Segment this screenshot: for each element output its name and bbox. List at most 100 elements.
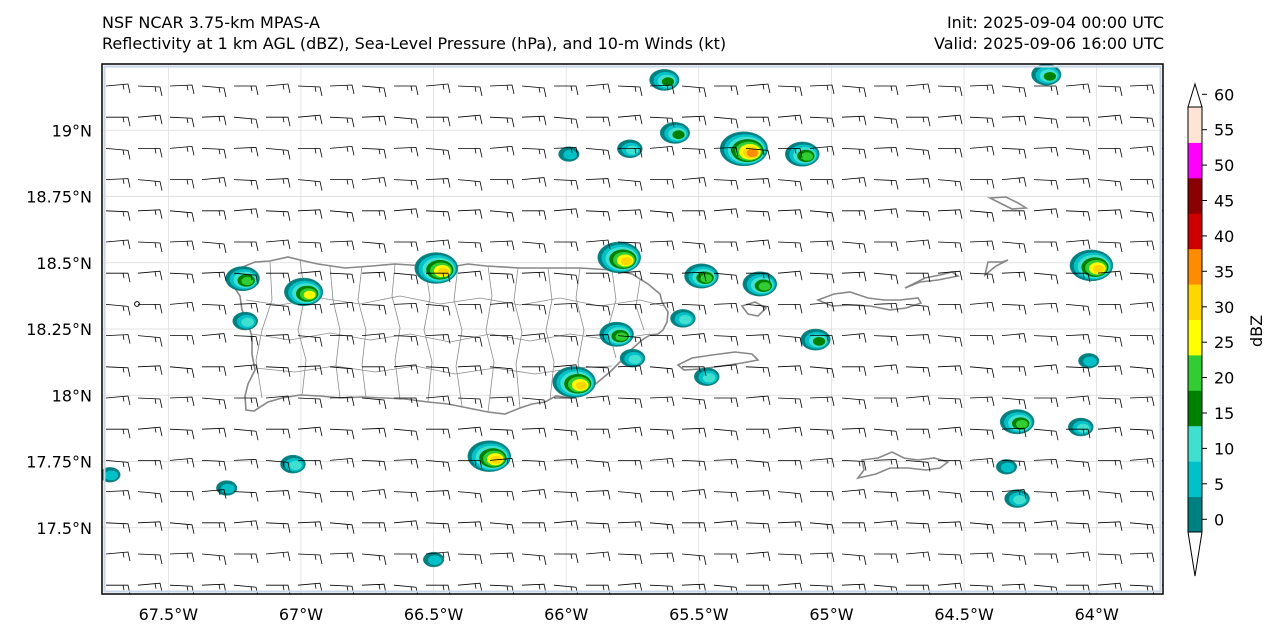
wind-barb <box>649 552 675 563</box>
wind-barb <box>1001 333 1027 343</box>
wind-barb <box>585 395 611 406</box>
wind-barb <box>1097 491 1123 503</box>
wind-barb <box>137 365 163 375</box>
vieques-coast <box>676 351 760 371</box>
wind-barb <box>361 85 387 98</box>
wind-barb <box>298 304 323 314</box>
wind-barb <box>201 304 227 315</box>
wind-barb <box>489 428 515 440</box>
wind-barb <box>809 240 835 251</box>
wind-barb <box>458 304 483 314</box>
wind-barb <box>489 552 515 563</box>
wind-barb <box>713 335 739 346</box>
wind-barb <box>458 148 483 158</box>
wind-barb <box>745 178 771 188</box>
wind-barb <box>841 333 867 343</box>
wind-barb <box>841 304 867 315</box>
wind-barb <box>841 241 867 254</box>
wind-barb <box>329 272 355 284</box>
wind-barb <box>1097 270 1123 281</box>
wind-barb <box>201 85 227 98</box>
cell-contour <box>702 373 716 383</box>
wind-barb <box>137 426 163 437</box>
wind-barb <box>714 397 739 408</box>
wind-barb <box>297 270 323 281</box>
wind-barb <box>809 84 835 95</box>
wind-barb <box>649 366 675 378</box>
wind-barb <box>137 241 163 253</box>
wind-barb <box>969 552 995 563</box>
wind-barb <box>169 145 195 156</box>
wind-barb <box>233 364 259 374</box>
cell-contour <box>1092 264 1105 274</box>
wind-barb <box>233 116 259 129</box>
wind-barb <box>969 522 995 534</box>
wind-barb <box>457 179 483 191</box>
wind-barb <box>1097 365 1123 375</box>
wind-barb <box>777 365 803 375</box>
wind-barb <box>1161 584 1163 586</box>
wind-barb <box>937 582 963 593</box>
wind-barb <box>553 146 579 157</box>
wind-barb <box>105 210 131 221</box>
wind-barb <box>233 208 259 218</box>
wind-barb <box>1001 460 1027 471</box>
wind-barb <box>681 333 707 343</box>
lon-tick-label: 64°W <box>1075 605 1119 624</box>
wind-barb <box>873 458 899 469</box>
wind-barb <box>1129 552 1155 563</box>
wind-barb <box>1033 272 1059 285</box>
wind-barb <box>362 522 387 532</box>
colorbar-segment <box>1188 177 1202 214</box>
wind-barb <box>842 210 867 220</box>
wind-barb <box>297 397 323 409</box>
wind-barb <box>394 553 419 564</box>
wind-barb <box>1129 366 1155 378</box>
wind-barbs <box>105 83 1163 594</box>
fields-title: Reflectivity at 1 km AGL (dBZ), Sea-Leve… <box>102 34 727 53</box>
wind-barb <box>809 396 835 407</box>
wind-barb <box>905 239 931 250</box>
wind-barb <box>1034 397 1059 408</box>
wind-barb <box>553 208 579 218</box>
wind-barb <box>778 148 803 158</box>
wind-barb <box>361 148 387 159</box>
wind-barb <box>713 146 739 157</box>
cell-contour <box>628 354 642 364</box>
wind-barb <box>489 84 515 95</box>
wind-barb <box>585 304 611 316</box>
wind-barb <box>521 177 547 187</box>
wind-barb <box>1065 148 1091 160</box>
wind-barb <box>522 522 547 532</box>
colorbar-label: dBZ <box>1247 315 1266 347</box>
wind-barb <box>713 272 739 285</box>
wind-barb <box>201 148 227 159</box>
wind-barb <box>1002 522 1027 532</box>
wind-barb <box>649 210 675 222</box>
reflectivity-cell <box>467 440 512 472</box>
lon-tick-label: 66°W <box>544 605 588 624</box>
wind-barb <box>937 365 963 375</box>
reflectivity-cell <box>1078 353 1100 369</box>
wind-barb <box>521 333 547 343</box>
wind-barb <box>554 85 579 96</box>
wind-barb <box>873 272 899 285</box>
wind-barb <box>681 489 707 499</box>
wind-barb <box>745 239 771 250</box>
wind-barb <box>1001 427 1027 438</box>
wind-barb <box>426 272 451 283</box>
wind-barb <box>746 272 771 283</box>
longitude-axis: 67.5°W 67°W 66.5°W 66°W 65.5°W 65°W 64.5°W 64°W <box>139 605 1119 624</box>
wind-barb <box>361 489 387 499</box>
wind-barb <box>362 366 387 376</box>
wind-barb <box>649 272 675 284</box>
wind-barb <box>1001 489 1027 499</box>
wind-barb <box>266 428 291 439</box>
wind-barb <box>1001 304 1027 315</box>
wind-barb <box>617 335 643 347</box>
wind-barb <box>105 304 131 316</box>
wind-barb <box>1161 491 1163 492</box>
lat-tick-label: 19°N <box>52 121 92 140</box>
wind-barb <box>425 239 451 250</box>
